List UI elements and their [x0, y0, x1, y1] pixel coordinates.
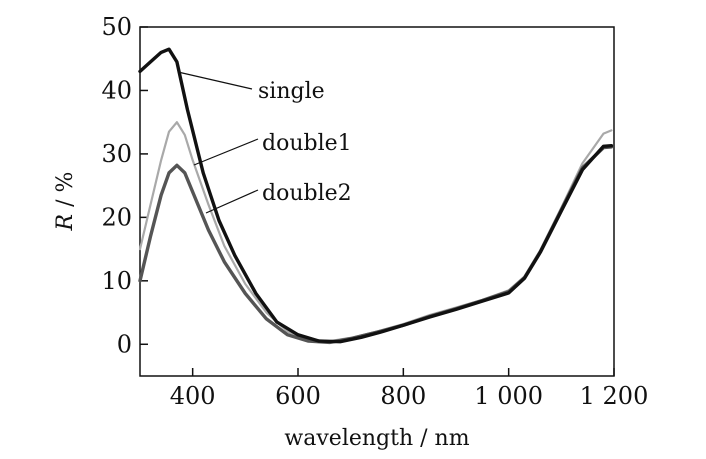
- x-tick-label: 400: [170, 382, 216, 410]
- y-axis-title-unit: / %: [53, 172, 78, 214]
- y-tick-label: 0: [117, 330, 132, 358]
- y-tick-label: 20: [101, 203, 132, 231]
- x-tick-label: 800: [380, 382, 426, 410]
- series-line-double2: [138, 145, 614, 345]
- leader-single: [177, 71, 253, 90]
- x-axis-ticks: 400 600 800 1 000 1 200: [170, 368, 649, 410]
- y-tick-label: 50: [101, 13, 132, 41]
- leader-double2: [205, 189, 259, 214]
- series-label-double2: double2: [262, 181, 352, 206]
- x-tick-label: 600: [275, 382, 321, 410]
- plot-frame: [139, 26, 615, 377]
- y-tick-label: 10: [101, 267, 132, 295]
- x-tick-label: 1 000: [474, 382, 543, 410]
- y-axis-title-var: R: [53, 214, 78, 232]
- y-tick-label: 40: [101, 76, 132, 104]
- x-tick-label: 1 200: [580, 382, 649, 410]
- y-axis-title: R / %: [53, 172, 78, 232]
- leader-double1: [193, 138, 259, 166]
- series-label-single: single: [258, 79, 325, 104]
- x-axis-title: wavelength / nm: [284, 426, 469, 451]
- series-label-double1: double1: [262, 131, 352, 156]
- series-line-single: [138, 47, 614, 344]
- y-axis-ticks: 0 10 20 30 40 50: [101, 13, 148, 358]
- series-lines: [138, 47, 614, 345]
- y-tick-label: 30: [101, 140, 132, 168]
- annotation-leaders: [177, 71, 259, 214]
